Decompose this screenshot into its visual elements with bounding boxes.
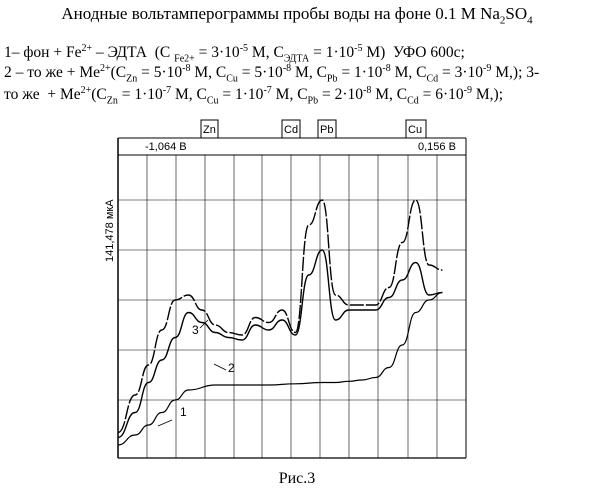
- figure-caption: Рис.3: [0, 470, 594, 488]
- curves: [118, 200, 442, 445]
- pb-window: Pb: [318, 120, 336, 138]
- potential-end-label: 0,156 В: [418, 141, 456, 153]
- curve-label-2: 2: [228, 361, 235, 375]
- zn-label: Zn: [203, 124, 216, 136]
- curve-3: [118, 200, 442, 433]
- curve-label-3: 3: [192, 323, 199, 337]
- cd-window: Cd: [282, 120, 300, 138]
- cu-label: Cu: [408, 124, 422, 136]
- current-scale-label: 141,478 мкА: [104, 199, 116, 262]
- zn-window: Zn: [201, 120, 218, 138]
- cu-window: Cu: [406, 120, 426, 138]
- curve-label-1: 1: [180, 405, 187, 419]
- cd-label: Cd: [284, 124, 298, 136]
- potential-start-label: -1,064 В: [145, 141, 187, 153]
- pb-label: Pb: [320, 124, 333, 136]
